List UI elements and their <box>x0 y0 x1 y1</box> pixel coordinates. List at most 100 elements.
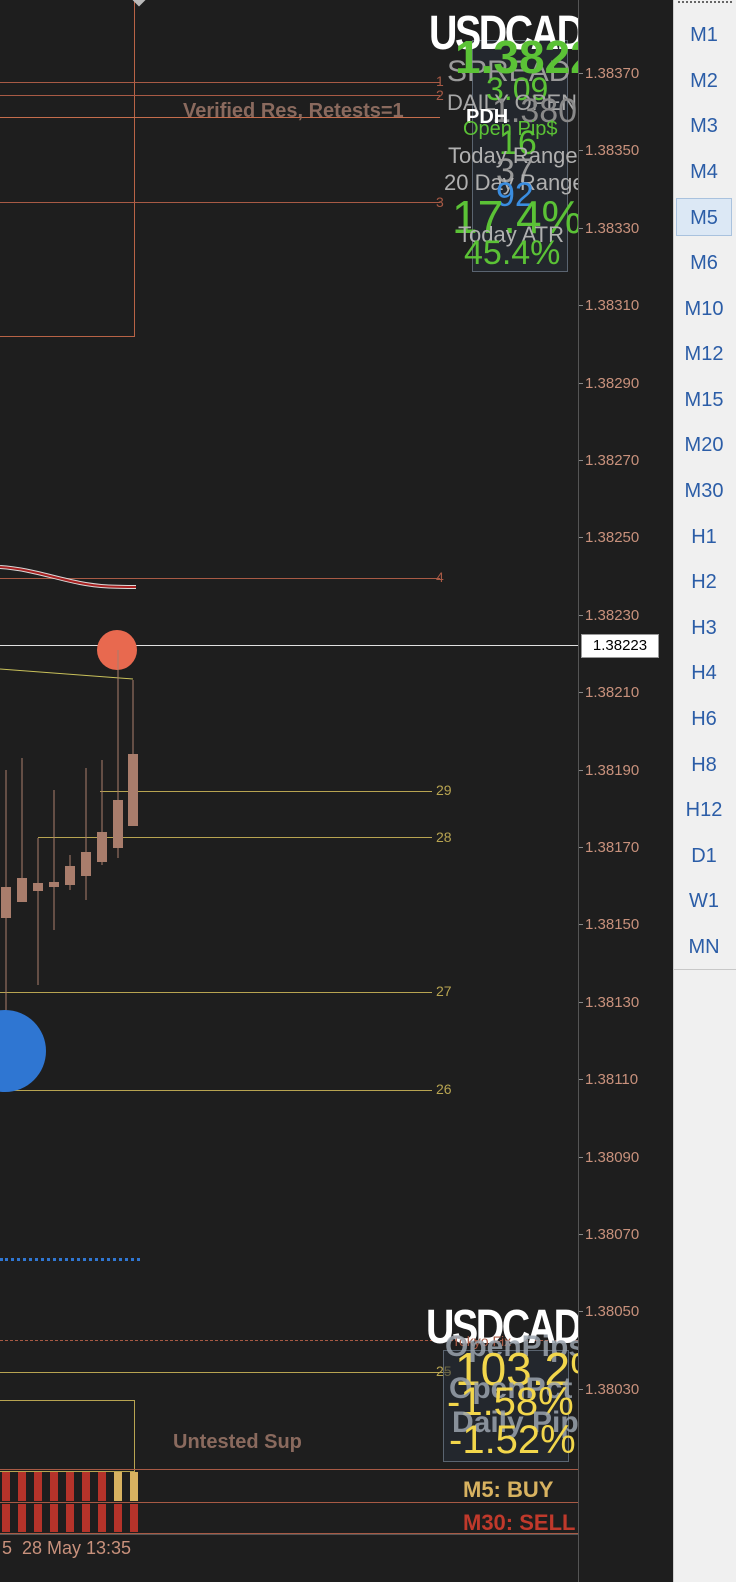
signal-bar-m30 <box>130 1504 138 1532</box>
support-annotation: Untested Sup <box>173 1431 302 1453</box>
timeframe-m10[interactable]: M10 <box>684 297 724 320</box>
time-label-date: 28 May 13:35 <box>22 1538 132 1558</box>
level-label-26: 26 <box>436 1081 452 1097</box>
candle-body <box>33 883 43 891</box>
timeframe-m12[interactable]: M12 <box>684 343 724 366</box>
timeframe-m3[interactable]: M3 <box>690 115 718 138</box>
signal-bar-m5 <box>66 1472 74 1501</box>
timeframe-m2[interactable]: M2 <box>690 69 718 92</box>
level-label-4: 4 <box>436 569 444 585</box>
level-line-26 <box>0 1090 432 1091</box>
signal-row-divider-bot <box>0 1533 578 1534</box>
candlesticks <box>1 650 138 1055</box>
price-tick: 1.38310 <box>578 297 640 315</box>
price-axis[interactable]: 1.38370 1.38350 1.38330 1.38310 1.38290 1.382… <box>578 0 673 1582</box>
current-price-label: 1.38223 <box>581 634 659 658</box>
today-range-value: 37 <box>496 152 534 190</box>
dotted-line <box>0 1258 140 1261</box>
price-tick: 1.38090 <box>578 1148 640 1166</box>
moving-average-curve <box>0 565 137 589</box>
open-pct-label: OpenPct <box>449 1372 573 1405</box>
candle-body <box>113 800 123 848</box>
level-line-verified <box>0 117 440 118</box>
timeframe-m20[interactable]: M20 <box>684 434 724 457</box>
signal-bar-m5 <box>50 1472 58 1501</box>
support-zone <box>0 1400 135 1472</box>
timeframe-m4[interactable]: M4 <box>690 160 718 183</box>
timeframe-m1[interactable]: M1 <box>690 24 718 46</box>
candle-body <box>65 866 75 885</box>
timeframe-w1[interactable]: W1 <box>689 890 719 913</box>
timeframe-h4[interactable]: H4 <box>691 662 717 685</box>
timeframe-h12[interactable]: H12 <box>685 799 723 822</box>
timeframe-m6[interactable]: M6 <box>690 252 718 274</box>
timeframe-m15[interactable]: M15 <box>684 388 724 411</box>
price-tick: 1.38070 <box>578 1226 640 1243</box>
daily-pips-label: Daily Pips <box>452 1406 578 1439</box>
timeframe-h6[interactable]: H6 <box>691 708 717 730</box>
toolbar-grip[interactable] <box>678 1 732 3</box>
price-value: 1.3822 <box>455 31 578 83</box>
timeframe-d1[interactable]: D1 <box>691 844 717 867</box>
candle-body <box>128 754 138 826</box>
timeframe-h2[interactable]: H2 <box>691 571 717 594</box>
signal-bar-m30 <box>82 1504 90 1532</box>
signal-bar-m30 <box>98 1504 106 1532</box>
atr-value: 45.4% <box>464 234 561 272</box>
candle-body <box>49 882 59 887</box>
open-pips-label: Open Pip$ <box>463 118 558 140</box>
price-tick: 1.38370 <box>578 65 640 82</box>
timeframe-m30[interactable]: M30 <box>684 480 724 502</box>
timeframe-m5[interactable]: M5 <box>676 198 732 237</box>
signal-bars <box>2 1472 138 1532</box>
level-line-27 <box>0 992 432 993</box>
signal-bar-m30 <box>114 1504 122 1532</box>
spread-value: 3.09 <box>486 71 549 107</box>
trend-line <box>0 668 134 680</box>
level-label-2: 2 <box>436 87 444 103</box>
resistance-zone <box>0 0 135 337</box>
bottom-info-box <box>443 1350 569 1462</box>
timeframe-mn[interactable]: MN <box>688 936 720 958</box>
level-line-25 <box>0 1372 450 1373</box>
price-tick: 1.38110 <box>578 1071 639 1089</box>
level-line-3 <box>0 202 440 203</box>
pdh-label: PDH <box>466 106 509 128</box>
level-label-3: 3 <box>436 194 444 210</box>
price-tick: 1.38250 <box>578 529 640 547</box>
time-axis-line <box>0 1534 578 1535</box>
timeframe-h8[interactable]: H8 <box>691 753 717 776</box>
signal-bar-m5 <box>18 1472 26 1501</box>
price-tick: 1.38170 <box>578 839 640 856</box>
candle-body <box>1 887 11 918</box>
price-tick: 1.38350 <box>578 142 640 160</box>
signal-bar-m5 <box>82 1472 90 1501</box>
daily-open-label: DAILY OPEN <box>447 90 578 115</box>
level-line-2 <box>0 95 440 96</box>
level-label-29: 29 <box>436 782 452 798</box>
level-line-4 <box>0 578 440 579</box>
level-label-27: 27 <box>436 983 452 999</box>
candle-body <box>97 832 107 862</box>
level-line-29 <box>100 791 432 792</box>
timeframe-h3[interactable]: H3 <box>691 616 717 639</box>
signal-bar-m5 <box>98 1472 106 1501</box>
toolbar-bottom-border <box>674 969 736 970</box>
price-tick: 1.38130 <box>578 993 640 1011</box>
top-info-box <box>472 40 568 272</box>
level-label-1: 1 <box>436 73 444 89</box>
chart-area[interactable]: 1 2 3 4 Verified Res, Retests=1 29 28 27… <box>0 0 578 1582</box>
time-label-left: 5 <box>2 1538 13 1558</box>
signal-row-divider-top <box>0 1469 578 1470</box>
signal-bar-m5 <box>130 1472 138 1501</box>
tokyo-fix-line <box>0 1340 578 1341</box>
resistance-annotation: Verified Res, Retests=1 <box>183 100 404 122</box>
current-price-line <box>0 645 578 646</box>
timeframe-h1[interactable]: H1 <box>691 525 717 548</box>
symbol-title-top: USDCAD <box>429 7 578 60</box>
signal-bar-m5 <box>34 1472 42 1501</box>
spread-label: SPREAD <box>447 55 571 88</box>
open-pct-value: -1.58% <box>447 1380 574 1424</box>
sell-marker[interactable] <box>97 630 137 670</box>
today-atr-label: Today ATR <box>458 222 564 247</box>
